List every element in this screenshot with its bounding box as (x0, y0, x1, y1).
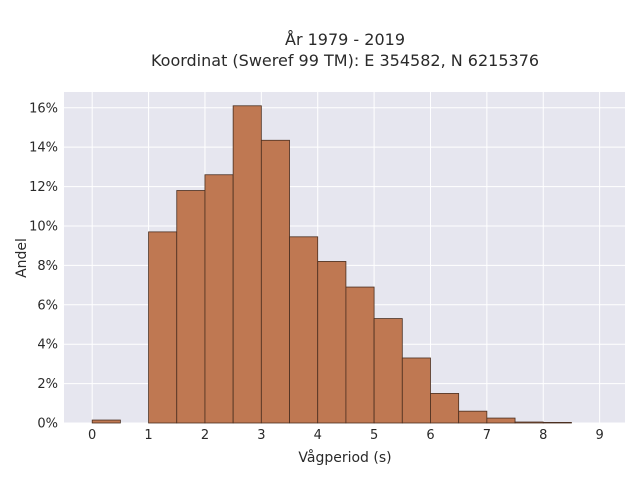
y-axis-label: Andel (14, 238, 30, 278)
x-tick-label: 8 (539, 428, 547, 443)
chart-title-line2: Koordinat (Sweref 99 TM): E 354582, N 62… (151, 51, 539, 70)
histogram-bar (289, 236, 319, 424)
x-tick-label: 4 (314, 428, 322, 443)
y-tick-label: 4% (37, 338, 58, 353)
y-tick-label: 2% (37, 377, 58, 392)
x-tick-label: 5 (370, 428, 378, 443)
y-tick-label: 6% (37, 298, 58, 313)
histogram-bar (260, 139, 290, 424)
x-tick-label: 9 (595, 428, 603, 443)
histogram-bar (542, 422, 572, 424)
x-tick-label: 3 (257, 428, 265, 443)
y-tick-label: 14% (29, 141, 58, 156)
x-axis-label: Vågperiod (s) (298, 449, 391, 466)
x-tick-label: 7 (483, 428, 491, 443)
histogram-bar (458, 410, 488, 424)
histogram-bar (345, 286, 375, 424)
histogram-bar (373, 318, 403, 424)
histogram-bar (232, 105, 262, 424)
y-tick-label: 8% (37, 259, 58, 274)
x-tick-label: 0 (88, 428, 96, 443)
x-tick-label: 1 (144, 428, 152, 443)
histogram-bar (430, 393, 460, 424)
histogram-bar (401, 357, 431, 424)
x-axis-ticks: 0 1 2 3 4 5 6 7 8 9 (88, 428, 604, 443)
x-tick-label: 2 (201, 428, 209, 443)
histogram-bar (176, 190, 206, 424)
histogram-bar (204, 174, 234, 424)
chart-title-line1: År 1979 - 2019 (285, 30, 405, 49)
y-tick-label: 10% (29, 219, 58, 234)
y-axis-ticks: 0% 2% 4% 6% 8% 10% 12% 14% 16% (29, 101, 58, 431)
histogram-bar (514, 421, 544, 424)
histogram-bar (317, 261, 347, 424)
histogram-bar (91, 419, 121, 424)
histogram-bar (148, 231, 178, 424)
y-tick-label: 12% (29, 180, 58, 195)
y-tick-label: 0% (37, 417, 58, 432)
x-tick-label: 6 (426, 428, 434, 443)
y-tick-label: 16% (29, 101, 58, 116)
bars (91, 105, 572, 424)
histogram-bar (486, 417, 516, 424)
